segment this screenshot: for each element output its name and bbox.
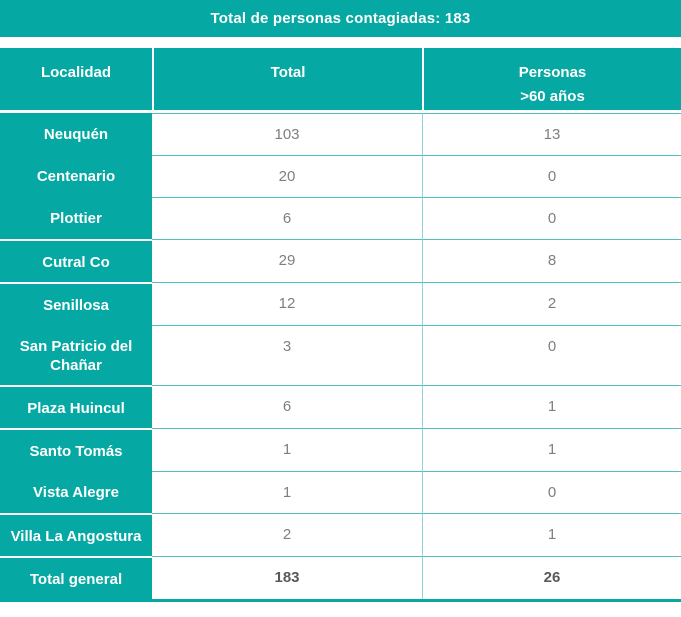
table-row: Villa La Angostura 2 1	[0, 513, 681, 556]
header-personas-60: Personas >60 años	[422, 48, 681, 110]
table-body: Neuquén 103 13 Centenario 20 0 Plottier …	[0, 113, 681, 602]
cell-personas-60: 0	[422, 471, 681, 513]
header-personas-line1: Personas	[518, 64, 587, 81]
table-row: Neuquén 103 13	[0, 113, 681, 155]
cell-localidad: Plaza Huincul	[0, 385, 152, 428]
cell-personas-60: 13	[422, 113, 681, 155]
cell-personas-60: 0	[422, 325, 681, 385]
table-row: Plaza Huincul 6 1	[0, 385, 681, 428]
cell-personas-60: 1	[422, 513, 681, 556]
table-row: Vista Alegre 1 0	[0, 471, 681, 513]
cell-localidad: Centenario	[0, 155, 152, 197]
cell-total: 6	[152, 385, 422, 428]
cell-localidad: Santo Tomás	[0, 428, 152, 471]
table-title-banner: Total de personas contagiadas: 183	[0, 0, 681, 37]
cell-localidad: Cutral Co	[0, 239, 152, 282]
header-localidad: Localidad	[40, 64, 111, 81]
cell-total: 2	[152, 513, 422, 556]
cell-total: 103	[152, 113, 422, 155]
table-header-row: Localidad Total Personas >60 años	[0, 48, 681, 110]
cell-localidad: San Patricio del Chañar	[0, 325, 152, 385]
cell-personas-60: 26	[422, 556, 681, 599]
cell-total: 183	[152, 556, 422, 599]
cell-total: 3	[152, 325, 422, 385]
cell-localidad: Plottier	[0, 197, 152, 239]
cell-total: 6	[152, 197, 422, 239]
cell-localidad: Villa La Angostura	[0, 513, 152, 556]
header-total: Total	[152, 48, 422, 110]
cell-personas-60: 2	[422, 282, 681, 325]
cell-total: 29	[152, 239, 422, 282]
cell-personas-60: 8	[422, 239, 681, 282]
table-title: Total de personas contagiadas: 183	[210, 10, 471, 27]
table-row: Senillosa 12 2	[0, 282, 681, 325]
cell-personas-60: 0	[422, 155, 681, 197]
cell-total: 12	[152, 282, 422, 325]
cell-localidad: Vista Alegre	[0, 471, 152, 513]
header-personas-line2: >60 años	[520, 88, 585, 105]
table-row: Plottier 6 0	[0, 197, 681, 239]
table-row: Centenario 20 0	[0, 155, 681, 197]
cell-personas-60: 1	[422, 428, 681, 471]
cell-personas-60: 0	[422, 197, 681, 239]
table-row: Santo Tomás 1 1	[0, 428, 681, 471]
cell-localidad: Total general	[0, 556, 152, 599]
table-row: Total general 183 26	[0, 556, 681, 599]
table-row: San Patricio del Chañar 3 0	[0, 325, 681, 385]
cell-total: 1	[152, 471, 422, 513]
cell-total: 1	[152, 428, 422, 471]
cell-total: 20	[152, 155, 422, 197]
cell-localidad: Neuquén	[0, 113, 152, 155]
cell-localidad: Senillosa	[0, 282, 152, 325]
cell-personas-60: 1	[422, 385, 681, 428]
table-row: Cutral Co 29 8	[0, 239, 681, 282]
